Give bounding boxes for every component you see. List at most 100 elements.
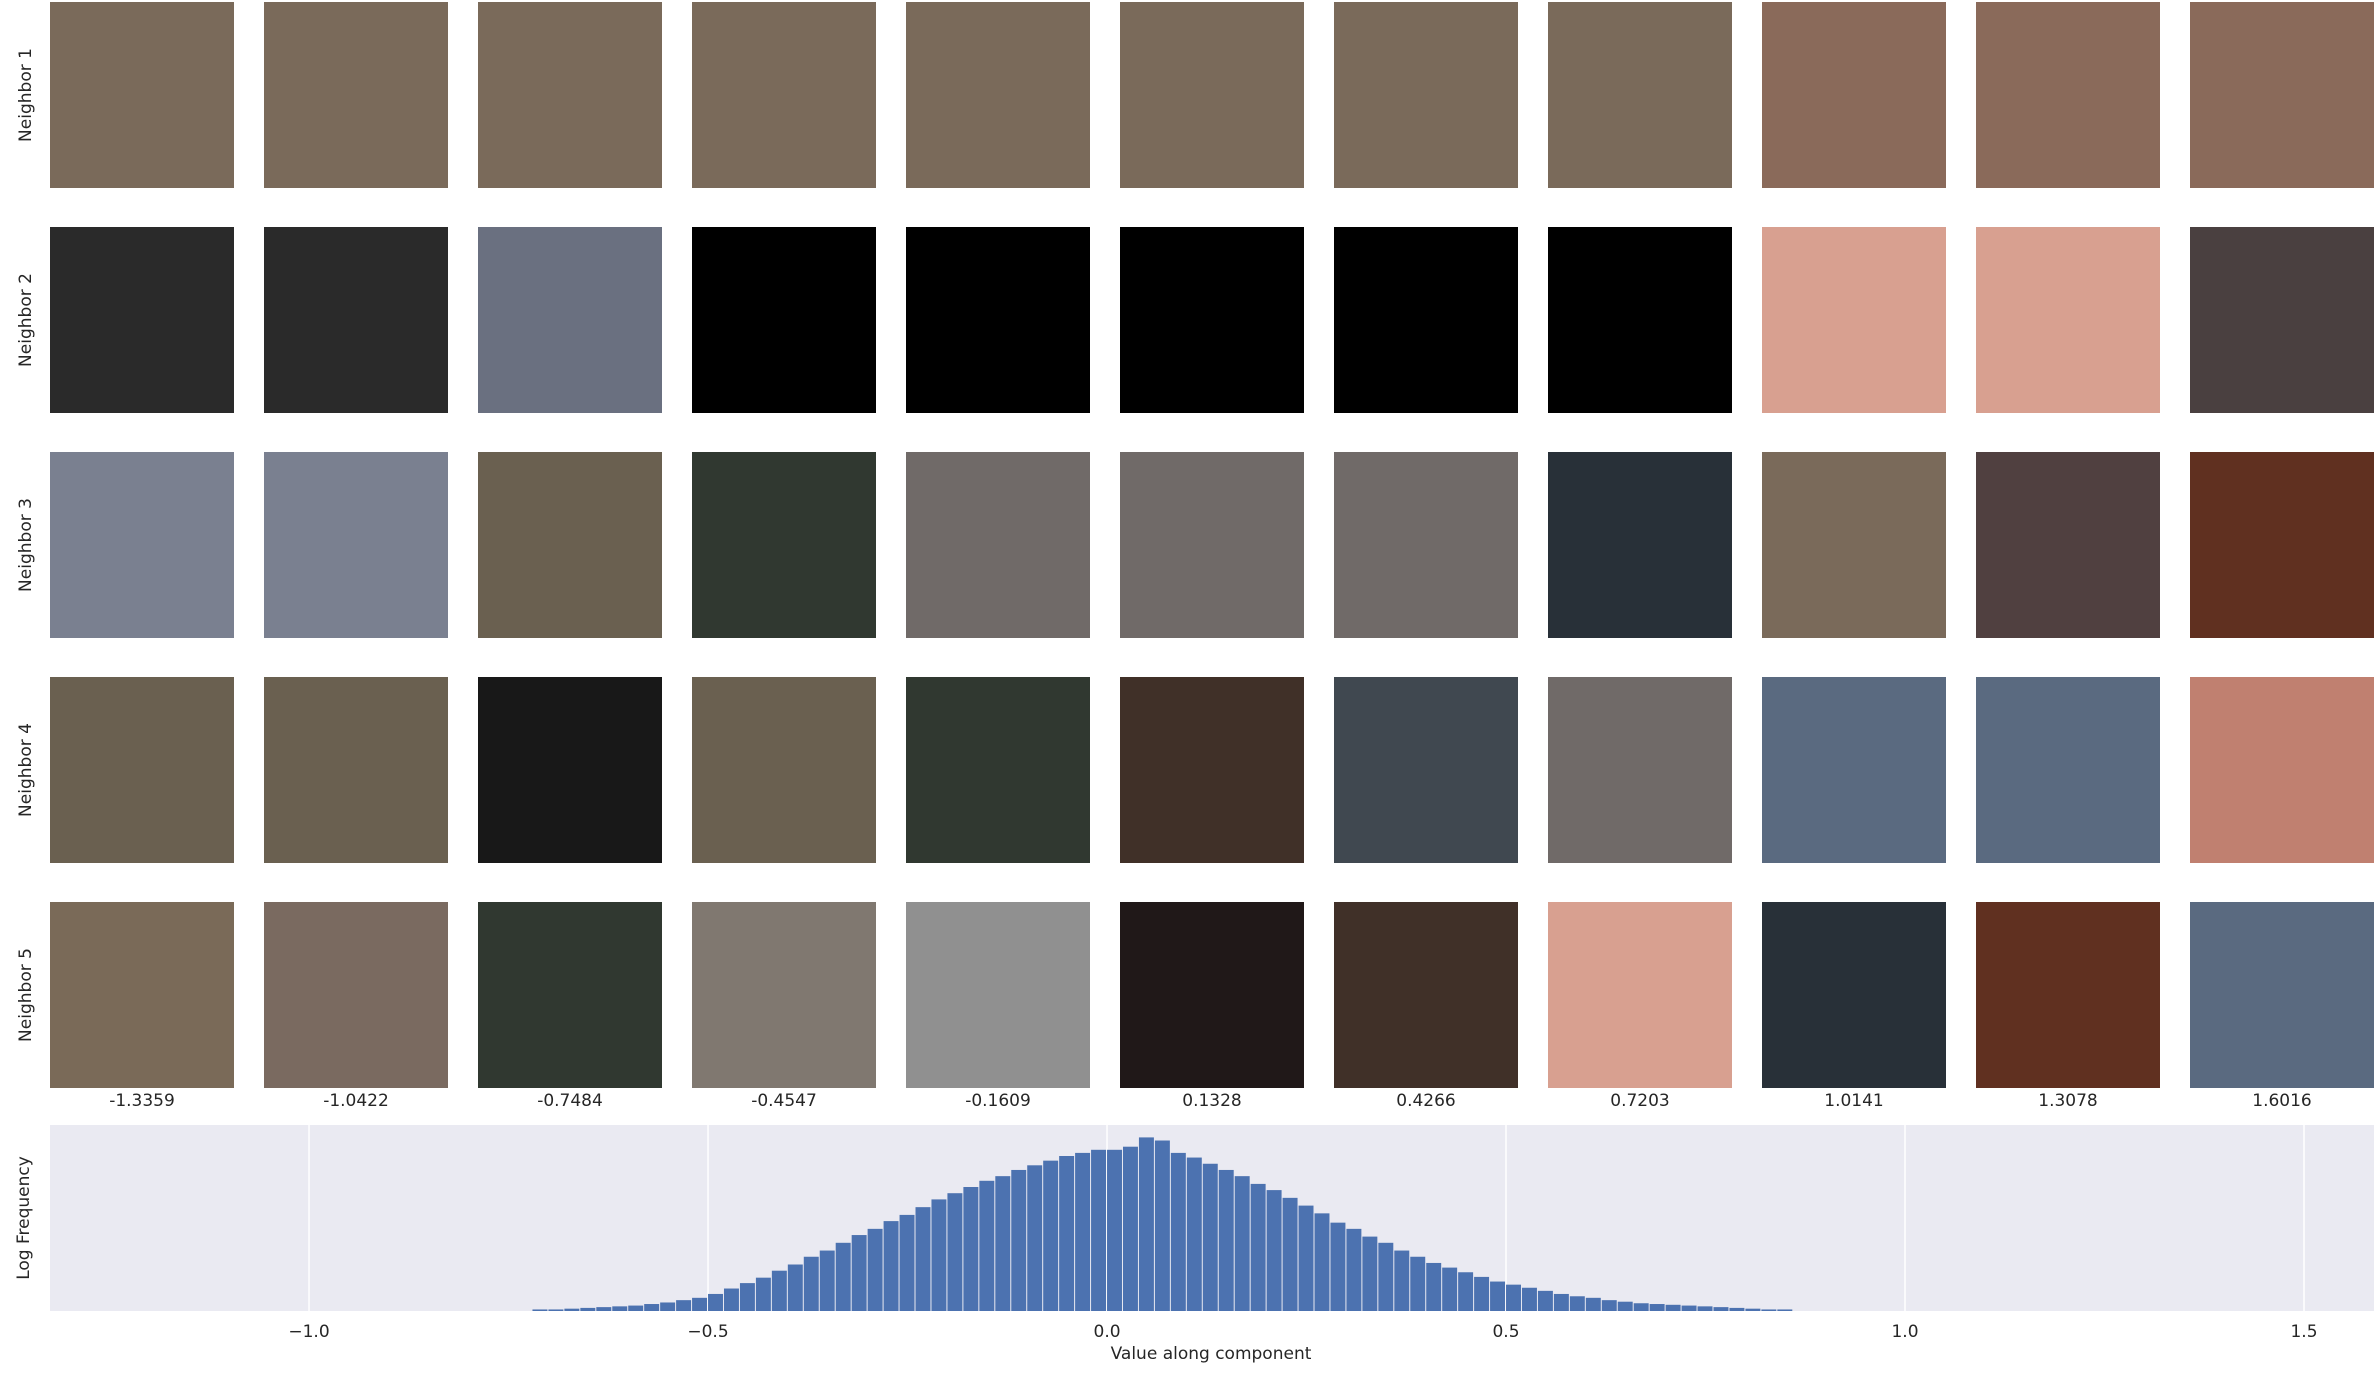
thumbnail <box>50 2 234 188</box>
bar <box>1777 1309 1793 1311</box>
bar <box>1490 1281 1506 1311</box>
bar <box>1186 1157 1202 1311</box>
thumbnail <box>478 2 662 188</box>
thumbnail <box>2190 677 2374 863</box>
thumbnail <box>692 2 876 188</box>
bar <box>1170 1152 1186 1311</box>
thumbnail <box>1548 677 1732 863</box>
column-value-label: -0.4547 <box>751 1091 817 1111</box>
bar <box>979 1180 995 1311</box>
bar <box>708 1293 723 1311</box>
bar <box>755 1277 771 1311</box>
bar <box>1569 1296 1585 1311</box>
bar <box>1410 1256 1426 1311</box>
bar <box>1091 1149 1107 1311</box>
thumbnail <box>2190 902 2374 1088</box>
bar <box>1394 1250 1410 1311</box>
bar <box>1218 1169 1234 1311</box>
thumbnail <box>1548 902 1732 1088</box>
bar <box>1617 1301 1633 1311</box>
x-axis-label: Value along component <box>1111 1344 1312 1364</box>
thumbnail <box>478 452 662 638</box>
thumbnail <box>692 452 876 638</box>
column-value-label: 1.3078 <box>2038 1091 2097 1111</box>
bar <box>899 1214 915 1311</box>
bar <box>771 1270 787 1311</box>
thumbnail <box>1762 227 1946 413</box>
bar <box>1122 1146 1138 1311</box>
x-tick-label: 1.0 <box>1891 1322 1918 1342</box>
bar <box>819 1250 835 1311</box>
bar <box>1107 1149 1122 1311</box>
bar <box>596 1307 612 1311</box>
bar <box>692 1297 708 1311</box>
bar <box>1745 1308 1761 1311</box>
bar <box>1298 1205 1314 1311</box>
row-label: Neighbor 1 <box>16 48 36 142</box>
bar <box>1138 1137 1154 1311</box>
column-value-label: -0.1609 <box>965 1091 1031 1111</box>
bar <box>564 1308 580 1311</box>
thumbnail <box>264 2 448 188</box>
thumbnail <box>1120 677 1304 863</box>
row-label: Neighbor 3 <box>16 498 36 592</box>
thumbnail <box>692 227 876 413</box>
column-value-label: 1.6016 <box>2252 1091 2311 1111</box>
thumbnail <box>906 227 1090 413</box>
bar <box>867 1228 883 1311</box>
bar <box>1234 1176 1250 1311</box>
column-value-label: -0.7484 <box>537 1091 603 1111</box>
bar <box>1458 1272 1474 1311</box>
bar <box>1043 1160 1059 1311</box>
thumbnail <box>2190 452 2374 638</box>
bar <box>1761 1309 1777 1311</box>
bar <box>1378 1242 1394 1311</box>
thumbnail <box>1762 452 1946 638</box>
bar <box>1585 1297 1601 1311</box>
x-tick-label: 1.5 <box>2290 1322 2317 1342</box>
thumbnail <box>478 902 662 1088</box>
thumbnail <box>1120 452 1304 638</box>
thumbnail <box>906 452 1090 638</box>
bar <box>1521 1287 1537 1311</box>
bar <box>883 1221 899 1311</box>
bar <box>1649 1304 1665 1311</box>
thumbnail <box>906 902 1090 1088</box>
bar <box>1059 1156 1075 1311</box>
bar <box>1362 1236 1378 1311</box>
thumbnail <box>1548 227 1732 413</box>
bar <box>1266 1190 1282 1311</box>
thumbnail <box>1976 452 2160 638</box>
bar <box>835 1242 851 1311</box>
bar <box>1506 1284 1521 1311</box>
x-tick-label: −1.0 <box>288 1322 329 1342</box>
thumbnail <box>1548 2 1732 188</box>
bar <box>1537 1290 1553 1311</box>
thumbnail <box>50 227 234 413</box>
thumbnail <box>264 452 448 638</box>
bar <box>1681 1305 1697 1311</box>
bar <box>995 1176 1011 1311</box>
thumbnail <box>692 677 876 863</box>
bar <box>931 1199 947 1311</box>
bar <box>739 1283 755 1311</box>
column-value-label: 0.1328 <box>1182 1091 1241 1111</box>
bar <box>1250 1183 1266 1311</box>
bar <box>1474 1276 1490 1311</box>
bar <box>1202 1163 1218 1311</box>
thumbnail <box>1120 227 1304 413</box>
bar <box>963 1187 979 1311</box>
thumbnail <box>1334 227 1518 413</box>
bar <box>532 1309 548 1311</box>
thumbnail <box>50 452 234 638</box>
thumbnail <box>50 902 234 1088</box>
column-value-label: -1.3359 <box>109 1091 175 1111</box>
bar <box>644 1304 660 1311</box>
bar <box>1665 1304 1681 1311</box>
thumbnail <box>50 677 234 863</box>
bar <box>1075 1152 1091 1311</box>
thumbnail <box>1762 902 1946 1088</box>
thumbnail <box>1120 902 1304 1088</box>
thumbnail <box>264 677 448 863</box>
x-tick-label: 0.0 <box>1094 1322 1121 1342</box>
